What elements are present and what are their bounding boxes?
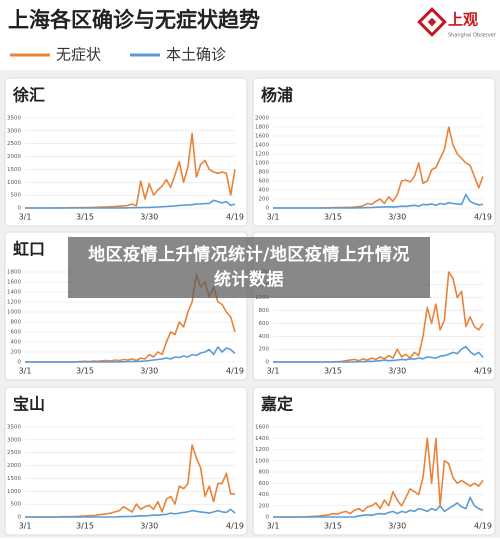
- y-tick-label: 3000: [7, 128, 21, 134]
- y-tick-label: 200: [259, 197, 270, 203]
- y-tick-label: 1200: [255, 447, 269, 453]
- series-line: [273, 345, 484, 363]
- y-tick-label: 400: [259, 492, 270, 498]
- y-tick-label: 1200: [7, 300, 21, 306]
- x-tick-label: 3/15: [324, 367, 342, 376]
- y-tick-label: 800: [11, 320, 22, 326]
- y-tick-label: 1000: [255, 458, 269, 464]
- y-tick-label: 1400: [7, 290, 21, 296]
- x-tick-label: 3/30: [140, 213, 158, 222]
- x-tick-label: 3/30: [388, 213, 406, 222]
- y-tick-label: 400: [259, 334, 270, 340]
- x-tick-label: 4/19: [226, 522, 244, 531]
- y-tick-label: 800: [259, 470, 270, 476]
- y-tick-label: 200: [11, 350, 22, 356]
- x-tick-label: 3/1: [19, 213, 32, 222]
- y-tick-label: 800: [259, 170, 270, 176]
- x-tick-label: 3/1: [19, 522, 32, 531]
- x-tick-label: 3/1: [267, 213, 280, 222]
- x-tick-label: 3/30: [388, 522, 406, 531]
- chart-title: 宝山: [13, 395, 45, 414]
- series-line: [273, 496, 484, 518]
- y-tick-label: 800: [259, 308, 270, 314]
- y-tick-label: 200: [259, 347, 270, 353]
- y-tick-label: 1000: [7, 180, 21, 186]
- y-tick-label: 400: [259, 188, 270, 194]
- x-tick-label: 3/1: [267, 522, 280, 531]
- chart-title: 嘉定: [260, 395, 293, 414]
- y-tick-label: 1400: [255, 143, 269, 149]
- y-tick-label: 3500: [7, 425, 21, 431]
- x-tick-label: 3/15: [76, 522, 94, 531]
- x-tick-label: 4/19: [226, 213, 244, 222]
- legend-label: 无症状: [56, 46, 101, 64]
- y-tick-label: 0: [266, 515, 270, 521]
- y-tick-label: 2500: [7, 450, 21, 456]
- chart-panel: [252, 77, 496, 227]
- logo-name: 上观: [448, 11, 478, 29]
- y-tick-label: 600: [11, 330, 22, 336]
- y-tick-label: 600: [259, 321, 270, 327]
- x-tick-label: 3/30: [140, 522, 158, 531]
- page-title: 上海各区确诊与无症状趋势: [8, 8, 260, 32]
- x-tick-label: 3/15: [76, 367, 94, 376]
- y-tick-label: 1200: [255, 152, 269, 158]
- y-tick-label: 1000: [255, 295, 269, 301]
- y-tick-label: 1000: [255, 161, 269, 167]
- y-tick-label: 0: [18, 360, 22, 366]
- y-tick-label: 0: [266, 206, 270, 212]
- x-tick-label: 3/15: [324, 213, 342, 222]
- y-tick-label: 0: [18, 515, 22, 521]
- x-tick-label: 4/19: [474, 367, 492, 376]
- y-tick-label: 1600: [7, 280, 21, 286]
- x-tick-label: 3/30: [388, 367, 406, 376]
- overlay-caption: 地区疫情上升情况统计/地区疫情上升情况统计数据: [68, 237, 430, 298]
- y-tick-label: 1600: [255, 134, 269, 140]
- y-tick-label: 1400: [255, 436, 269, 442]
- y-tick-label: 200: [259, 503, 270, 509]
- legend-label: 本土确诊: [166, 46, 226, 64]
- y-tick-label: 400: [11, 340, 22, 346]
- chart-panel: [4, 386, 248, 536]
- y-tick-label: 500: [11, 193, 22, 199]
- series-line: [25, 508, 236, 518]
- x-tick-label: 3/15: [76, 213, 94, 222]
- y-tick-label: 3500: [7, 116, 21, 122]
- series-line: [25, 346, 236, 363]
- x-tick-label: 3/15: [324, 522, 342, 531]
- x-tick-label: 4/19: [474, 522, 492, 531]
- y-tick-label: 2000: [7, 463, 21, 469]
- y-tick-label: 1000: [7, 489, 21, 495]
- y-tick-label: 1000: [7, 310, 21, 316]
- logo-icon: [417, 7, 447, 37]
- y-tick-label: 500: [11, 502, 22, 508]
- y-tick-label: 1600: [255, 425, 269, 431]
- y-tick-label: 2500: [7, 141, 21, 147]
- y-tick-label: 2000: [7, 154, 21, 160]
- x-tick-label: 4/19: [226, 367, 244, 376]
- chart-title: 徐汇: [12, 86, 45, 105]
- y-tick-label: 600: [259, 179, 270, 185]
- y-tick-label: 2000: [255, 116, 269, 122]
- y-tick-label: 0: [18, 206, 22, 212]
- x-tick-label: 3/1: [19, 367, 32, 376]
- x-tick-label: 3/30: [140, 367, 158, 376]
- x-tick-label: 3/1: [267, 367, 280, 376]
- y-tick-label: 600: [259, 481, 270, 487]
- series-line: [273, 193, 484, 209]
- y-tick-label: 1800: [7, 270, 21, 276]
- y-tick-label: 1800: [255, 125, 269, 131]
- x-tick-label: 4/19: [474, 213, 492, 222]
- series-line: [25, 199, 236, 209]
- y-tick-label: 0: [266, 360, 270, 366]
- y-tick-label: 3000: [7, 437, 21, 443]
- y-tick-label: 1500: [7, 167, 21, 173]
- logo-subtitle: Shanghai Observer: [448, 33, 497, 39]
- y-tick-label: 1500: [7, 476, 21, 482]
- chart-title: 杨浦: [261, 86, 293, 105]
- chart-panel: [4, 77, 248, 227]
- chart-title: 虹口: [13, 240, 45, 259]
